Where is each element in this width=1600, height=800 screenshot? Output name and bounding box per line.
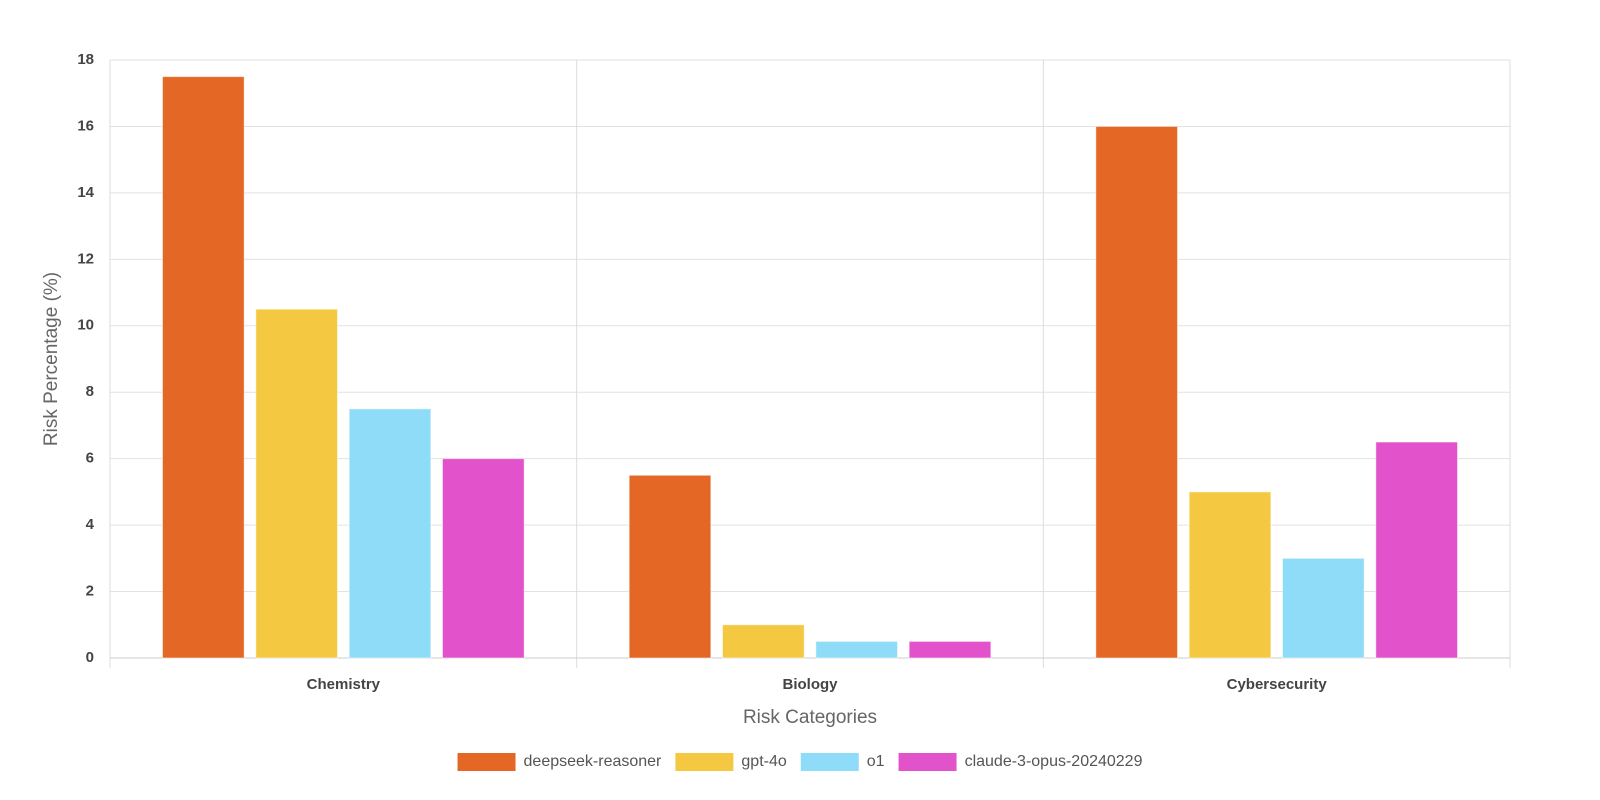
- bar: [255, 308, 338, 659]
- x-tick-label: Chemistry: [307, 676, 381, 693]
- bar: [348, 408, 432, 659]
- bar: [815, 640, 898, 659]
- y-tick-label: 0: [86, 649, 94, 666]
- bar: [162, 76, 245, 659]
- y-tick-label: 16: [77, 117, 94, 134]
- y-tick-label: 6: [86, 450, 94, 467]
- legend-label: deepseek-reasoner: [524, 753, 663, 770]
- x-tick-label: Cybersecurity: [1227, 676, 1328, 693]
- x-axis-title: Risk Categories: [743, 707, 877, 728]
- bar: [908, 640, 992, 659]
- y-tick-label: 14: [77, 184, 94, 201]
- y-tick-label: 12: [77, 250, 94, 267]
- bar: [722, 624, 805, 659]
- bar: [1095, 125, 1179, 659]
- y-axis-title: Risk Percentage (%): [41, 272, 62, 446]
- legend-swatch: [457, 753, 516, 771]
- y-tick-label: 10: [77, 317, 94, 334]
- y-tick-label: 2: [86, 583, 94, 600]
- y-tick-label: 4: [86, 516, 95, 533]
- bar: [1188, 491, 1272, 659]
- legend-swatch: [800, 753, 859, 771]
- legend-swatch: [898, 753, 957, 771]
- bar: [1282, 557, 1365, 659]
- y-tick-label: 8: [86, 383, 94, 400]
- x-tick-label: Biology: [783, 676, 839, 693]
- legend-label: claude-3-opus-20240229: [965, 753, 1143, 770]
- bar: [1375, 441, 1459, 659]
- y-tick-label: 18: [77, 51, 94, 68]
- legend-label: o1: [867, 753, 885, 770]
- legend-swatch: [675, 753, 734, 771]
- bar: [442, 458, 525, 659]
- bar: [628, 474, 712, 659]
- legend-label: gpt-4o: [741, 753, 786, 770]
